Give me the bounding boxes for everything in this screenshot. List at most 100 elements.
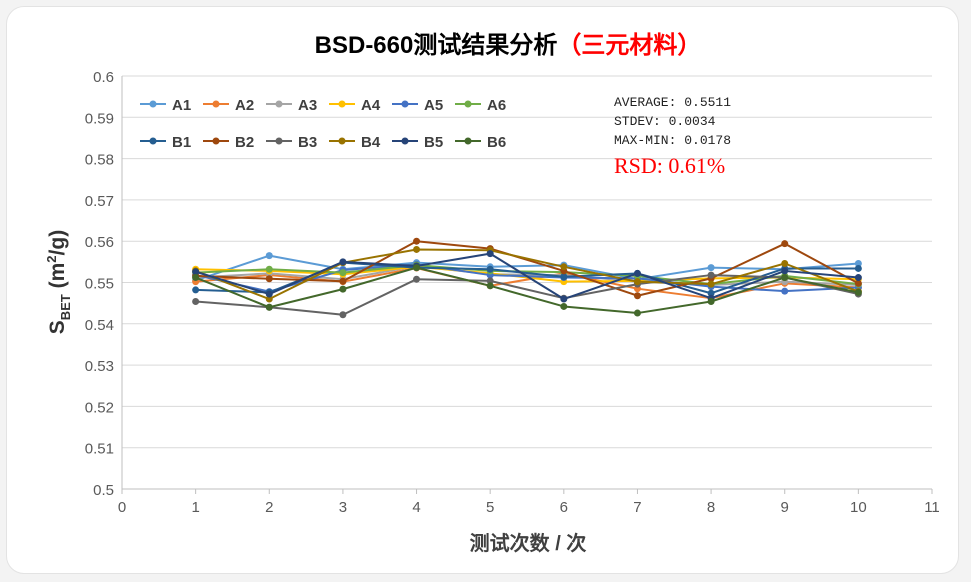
data-point <box>854 279 862 287</box>
data-point <box>265 290 273 298</box>
data-point <box>707 289 715 297</box>
data-point <box>413 237 421 245</box>
data-point <box>265 295 273 303</box>
legend-label: B6 <box>487 134 506 151</box>
legend-label: A4 <box>361 97 381 114</box>
legend-item-a3: A3 <box>266 97 317 114</box>
series-b6 <box>192 264 862 317</box>
x-tick-label: 6 <box>560 499 568 516</box>
series-line <box>195 274 859 316</box>
data-point <box>192 297 200 305</box>
data-point <box>486 282 494 290</box>
axes <box>121 76 933 494</box>
data-point <box>413 245 421 253</box>
data-point <box>339 258 347 266</box>
legend-marker <box>401 137 409 145</box>
series-layer <box>192 237 862 319</box>
data-point <box>339 277 347 285</box>
legend-label: B5 <box>424 134 443 151</box>
data-point <box>854 288 862 296</box>
data-point <box>192 274 200 282</box>
data-point <box>707 297 715 305</box>
data-point <box>633 309 641 317</box>
x-tick-label: 5 <box>486 499 494 516</box>
legend-marker <box>464 137 472 145</box>
legend-label: A6 <box>487 97 506 114</box>
y-tick-labels: 0.5 0.51 0.52 0.53 0.54 0.55 0.56 0.57 0.58 0.59 0… <box>85 69 114 499</box>
y-tick-label: 0.58 <box>85 152 114 169</box>
legend-label: B4 <box>361 134 381 151</box>
legend-label: B1 <box>172 134 191 151</box>
legend-marker <box>275 137 283 145</box>
data-point <box>265 252 273 260</box>
data-point <box>486 250 494 258</box>
data-point <box>633 269 641 277</box>
data-point <box>560 295 568 303</box>
legend-marker <box>338 137 346 145</box>
series-line <box>195 264 859 286</box>
legend-marker <box>338 100 346 108</box>
average-annotation: AVERAGE: 0.5511 <box>614 95 731 110</box>
x-tick-label: 2 <box>265 499 273 516</box>
data-point <box>560 273 568 281</box>
data-point <box>486 277 494 285</box>
chart-title: BSD-660测试结果分析（三元材料） <box>315 32 702 59</box>
legend: A1 A2 A3 A4 A5 A6 B1 B2 B3 B4 B5 B6 <box>140 97 506 151</box>
y-tick-label: 0.59 <box>85 110 114 127</box>
y-tick-label: 0.55 <box>85 276 114 293</box>
y-tick-label: 0.57 <box>85 193 114 210</box>
x-tick-labels: 0 1 2 3 4 5 6 7 8 9 10 11 <box>118 499 940 516</box>
x-tick-label: 7 <box>633 499 641 516</box>
data-point <box>192 268 200 276</box>
legend-item-b3: B3 <box>266 134 317 151</box>
series-line <box>195 265 859 283</box>
x-tick-label: 10 <box>850 499 867 516</box>
legend-item-b4: B4 <box>329 134 381 151</box>
data-point <box>413 275 421 283</box>
data-point <box>707 271 715 279</box>
legend-label: A5 <box>424 97 443 114</box>
x-tick-label: 11 <box>924 499 940 516</box>
legend-label: A2 <box>235 97 254 114</box>
data-point <box>707 264 715 272</box>
legend-item-a6: A6 <box>455 97 506 114</box>
data-point <box>781 260 789 268</box>
series-line <box>195 254 859 282</box>
data-point <box>633 278 641 286</box>
legend-marker <box>149 137 157 145</box>
legend-marker <box>275 100 283 108</box>
stdev-annotation: STDEV: 0.0034 <box>614 114 716 129</box>
data-point <box>192 286 200 294</box>
legend-item-a2: A2 <box>203 97 254 114</box>
x-tick-label: 1 <box>191 499 199 516</box>
x-axis-label: 测试次数 / 次 <box>470 531 587 555</box>
y-axis-label: SBET (m2/g) <box>44 230 73 334</box>
legend-label: A1 <box>172 97 191 114</box>
data-point <box>560 263 568 271</box>
y-tick-label: 0.6 <box>93 69 114 86</box>
legend-item-b6: B6 <box>455 134 506 151</box>
series-line <box>195 248 859 301</box>
legend-label: B3 <box>298 134 317 151</box>
y-tick-label: 0.51 <box>85 441 114 458</box>
data-point <box>560 302 568 310</box>
legend-marker <box>149 100 157 108</box>
data-point <box>413 264 421 272</box>
data-point <box>707 280 715 288</box>
data-point <box>265 265 273 273</box>
data-point <box>633 292 641 300</box>
x-tick-label: 9 <box>781 499 789 516</box>
legend-marker <box>212 100 220 108</box>
data-point <box>339 311 347 319</box>
legend-marker <box>401 100 409 108</box>
data-point <box>781 287 789 295</box>
legend-item-a1: A1 <box>140 97 191 114</box>
data-point <box>265 303 273 311</box>
x-tick-label: 3 <box>339 499 347 516</box>
data-point <box>339 269 347 277</box>
y-tick-label: 0.56 <box>85 234 114 251</box>
data-point <box>265 275 273 283</box>
legend-marker <box>212 137 220 145</box>
legend-item-b2: B2 <box>203 134 254 151</box>
